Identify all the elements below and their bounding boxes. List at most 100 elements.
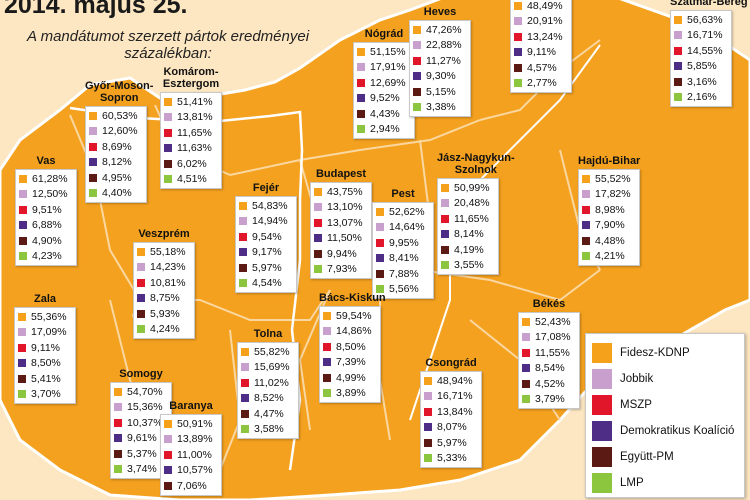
result-value: 11,02% xyxy=(254,376,289,389)
result-row: 8,14% xyxy=(441,227,495,243)
result-value: 4,52% xyxy=(535,377,565,390)
party-swatch xyxy=(164,481,172,490)
party-swatch xyxy=(114,465,122,474)
result-value: 15,69% xyxy=(254,361,290,374)
county-results-box: 59,54% 14,86% 8,50% 7,39% 4,99% 3,89% xyxy=(319,306,381,403)
result-value: 48,49% xyxy=(527,0,563,12)
party-swatch xyxy=(441,261,449,270)
party-swatch xyxy=(357,63,365,72)
result-row: 9,11% xyxy=(18,340,72,356)
result-row: 5,97% xyxy=(239,260,293,276)
party-swatch xyxy=(441,245,449,254)
result-value: 16,71% xyxy=(687,29,723,42)
result-value: 13,07% xyxy=(327,216,363,229)
party-swatch xyxy=(323,358,331,367)
party-swatch xyxy=(357,78,365,87)
result-row: 14,23% xyxy=(137,260,191,276)
result-row: 8,50% xyxy=(323,339,377,355)
result-row: 3,79% xyxy=(522,392,576,408)
result-row: 10,81% xyxy=(137,275,191,291)
county-gyor-moson-sopron: Győr-Moson- Sopron 60,53% 12,60% 8,69% 8,12% 4… xyxy=(85,80,153,203)
result-row: 7,06% xyxy=(164,478,218,494)
result-value: 14,55% xyxy=(687,44,723,57)
result-row: 5,97% xyxy=(424,435,478,451)
result-value: 10,37% xyxy=(127,416,163,429)
result-value: 4,21% xyxy=(595,250,625,263)
result-row: 55,18% xyxy=(137,244,191,260)
result-row: 4,95% xyxy=(89,170,143,186)
party-swatch xyxy=(18,390,26,399)
result-value: 9,94% xyxy=(327,247,357,260)
party-swatch xyxy=(357,125,365,134)
result-value: 3,16% xyxy=(687,75,717,88)
result-row: 9,51% xyxy=(19,202,73,218)
result-row: 12,50% xyxy=(19,187,73,203)
result-value: 4,90% xyxy=(32,234,62,247)
county-results-box: 52,62% 14,64% 9,95% 8,41% 7,88% 5,56% xyxy=(372,202,434,299)
result-row: 10,37% xyxy=(114,415,168,431)
result-row: 9,11% xyxy=(514,45,568,61)
county-results-box: 60,53% 12,60% 8,69% 8,12% 4,95% 4,40% xyxy=(85,106,147,203)
result-row: 4,40% xyxy=(89,186,143,202)
party-swatch xyxy=(164,435,172,444)
result-row: 14,86% xyxy=(323,324,377,340)
result-row: 51,41% xyxy=(164,94,218,110)
party-swatch xyxy=(424,423,432,432)
party-swatch xyxy=(424,392,432,401)
party-swatch xyxy=(89,158,97,167)
county-csongrad: Csongrád 48,94% 16,71% 13,84% 8,07% 5,97% 5,33… xyxy=(420,357,482,468)
party-swatch xyxy=(413,72,421,81)
legend-label: MSZP xyxy=(620,399,652,411)
party-swatch xyxy=(413,103,421,112)
party-swatch xyxy=(514,79,522,88)
result-row: 60,53% xyxy=(89,108,143,124)
result-value: 5,85% xyxy=(687,60,717,73)
result-value: 10,81% xyxy=(150,276,186,289)
party-swatch xyxy=(323,342,331,351)
county-nograd: Nógrád 51,15% 17,91% 12,69% 9,52% 4,43% 2,94% xyxy=(353,28,415,139)
result-row: 2,77% xyxy=(514,76,568,92)
legend-swatch xyxy=(592,343,612,363)
party-swatch xyxy=(241,363,249,372)
party-swatch xyxy=(164,159,172,168)
result-value: 5,33% xyxy=(437,452,467,465)
party-swatch xyxy=(582,174,590,183)
result-value: 55,18% xyxy=(150,245,186,258)
party-swatch xyxy=(89,189,97,198)
result-row: 10,57% xyxy=(164,463,218,479)
legend-item: MSZP xyxy=(592,392,738,418)
result-value: 3,70% xyxy=(31,388,61,401)
legend-swatch xyxy=(592,369,612,389)
party-swatch xyxy=(19,252,27,261)
result-row: 22,88% xyxy=(413,38,467,54)
party-swatch xyxy=(323,327,331,336)
result-row: 54,83% xyxy=(239,198,293,214)
county-name: Győr-Moson- Sopron xyxy=(85,80,154,104)
result-value: 8,07% xyxy=(437,421,467,434)
county-zala: Zala 55,36% 17,09% 9,11% 8,50% 5,41% 3,70% xyxy=(14,293,76,404)
party-swatch xyxy=(314,218,322,227)
party-swatch xyxy=(424,407,432,416)
county-name: Somogy xyxy=(119,368,163,380)
result-value: 11,50% xyxy=(327,232,362,245)
result-value: 8,41% xyxy=(389,252,419,265)
result-value: 15,36% xyxy=(127,401,163,414)
result-value: 11,63% xyxy=(177,142,212,155)
party-swatch xyxy=(18,359,26,368)
result-row: 8,52% xyxy=(241,391,295,407)
party-swatch xyxy=(137,247,145,256)
result-row: 9,30% xyxy=(413,69,467,85)
result-value: 3,74% xyxy=(127,463,157,476)
party-swatch xyxy=(582,205,590,214)
county-results-box: 55,82% 15,69% 11,02% 8,52% 4,47% 3,58% xyxy=(237,342,299,439)
result-row: 4,90% xyxy=(19,233,73,249)
county-baranya: Baranya 50,91% 13,89% 11,00% 10,57% 7,06% xyxy=(160,400,222,496)
result-value: 4,99% xyxy=(336,371,366,384)
result-value: 47,26% xyxy=(426,23,462,36)
result-row: 59,54% xyxy=(323,308,377,324)
result-value: 11,55% xyxy=(535,346,570,359)
party-swatch xyxy=(164,128,172,137)
result-row: 14,94% xyxy=(239,214,293,230)
party-swatch xyxy=(522,364,530,373)
party-swatch xyxy=(164,113,172,122)
